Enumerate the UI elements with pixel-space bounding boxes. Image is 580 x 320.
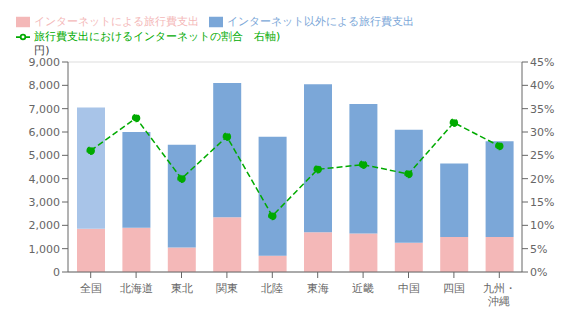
svg-text:6,000: 6,000 [29,126,61,139]
svg-text:5%: 5% [530,243,547,256]
svg-text:0: 0 [53,266,60,279]
svg-text:2,000: 2,000 [29,219,61,232]
svg-text:全国: 全国 [80,282,102,295]
html-text:インターネット以外による旅行費支出: インターネット以外による旅行費支出 [227,15,414,28]
svg-text:1,000: 1,000 [29,243,61,256]
svg-text:円): 円) [34,44,49,57]
svg-text:7,000: 7,000 [29,103,61,116]
svg-text:四国: 四国 [443,282,465,295]
svg-text:5,000: 5,000 [29,149,61,162]
svg-text:東海: 東海 [307,282,329,295]
svg-text:10%: 10% [530,219,554,232]
svg-text:関東: 関東 [216,282,238,295]
html-text:インターネットによる旅行費支出: インターネットによる旅行費支出 [34,15,199,28]
svg-text:九州・沖縄: 九州・沖縄 [483,282,516,308]
svg-text:4,000: 4,000 [29,173,61,186]
svg-text:3,000: 3,000 [29,196,61,209]
svg-text:北海道: 北海道 [120,282,153,295]
svg-text:8,000: 8,000 [29,79,61,92]
svg-text:25%: 25% [530,149,554,162]
svg-text:20%: 20% [530,173,554,186]
svg-text:30%: 30% [530,126,554,139]
html-text:旅行費支出におけるインターネットの割合 右軸): 旅行費支出におけるインターネットの割合 右軸) [34,30,281,43]
svg-text:中国: 中国 [398,282,420,295]
svg-text:9,000: 9,000 [29,56,61,69]
svg-text:40%: 40% [530,79,554,92]
svg-text:35%: 35% [530,103,554,116]
svg-text:近畿: 近畿 [352,282,374,295]
svg-text:北陸: 北陸 [261,282,283,295]
svg-text:15%: 15% [530,196,554,209]
svg-text:0%: 0% [530,266,547,279]
svg-text:東北: 東北 [171,282,193,295]
svg-text:45%: 45% [530,56,554,69]
